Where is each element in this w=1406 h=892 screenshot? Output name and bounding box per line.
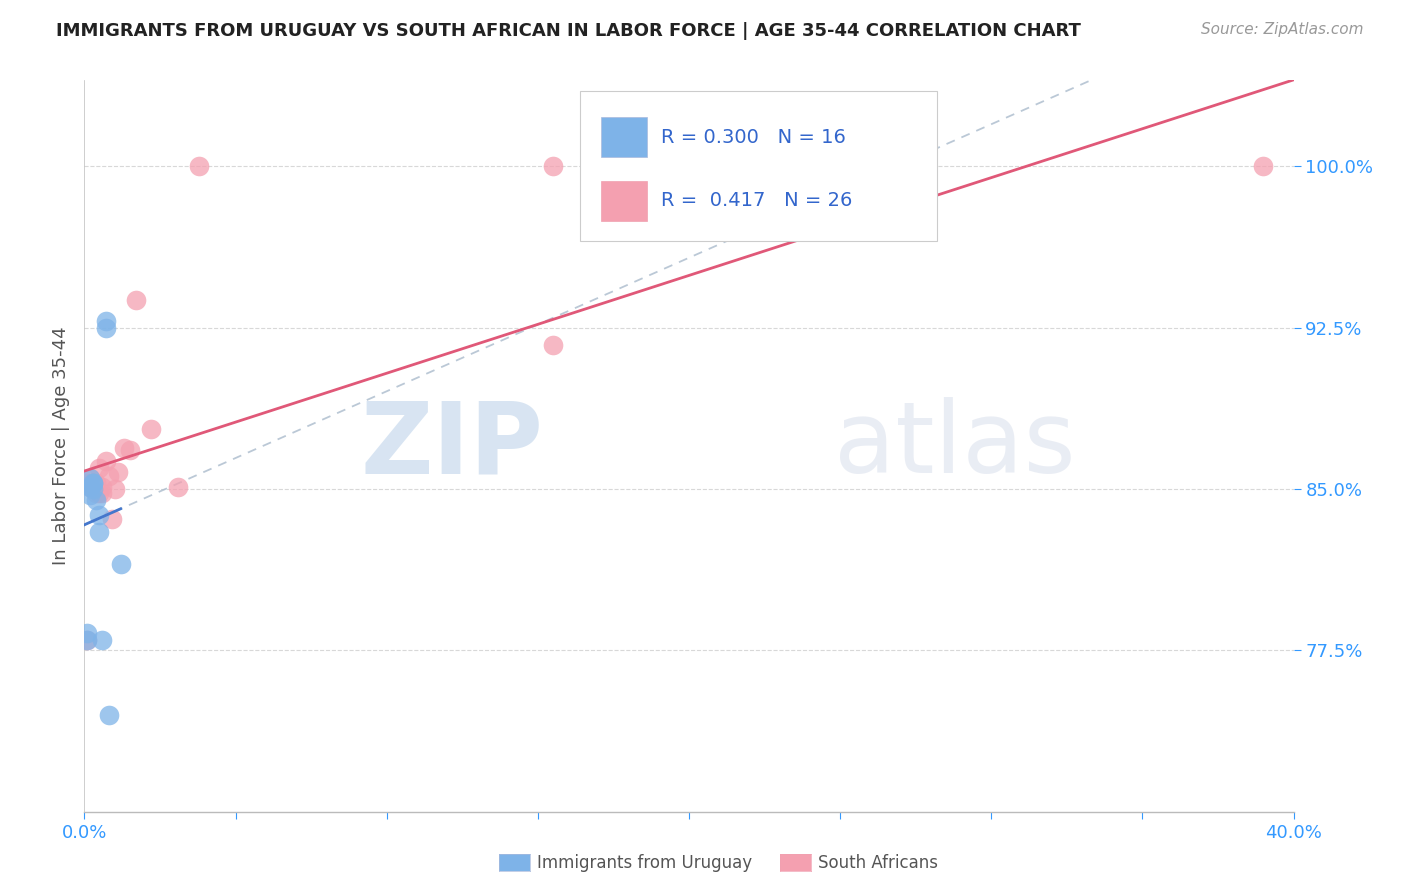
Point	[76, 632, 98, 647]
Point	[76, 632, 98, 647]
Text: Immigrants from Uruguay: Immigrants from Uruguay	[537, 854, 752, 871]
Point	[125, 293, 148, 307]
Text: South Africans: South Africans	[818, 854, 938, 871]
Point	[91, 480, 114, 494]
Point	[79, 471, 101, 485]
Point	[91, 486, 114, 500]
Point	[89, 508, 111, 522]
Point	[79, 480, 101, 494]
Text: R = 0.300   N = 16: R = 0.300 N = 16	[661, 128, 846, 147]
Y-axis label: In Labor Force | Age 35-44: In Labor Force | Age 35-44	[52, 326, 70, 566]
Text: ZIP: ZIP	[361, 398, 544, 494]
Point	[188, 159, 211, 173]
Text: R =  0.417   N = 26: R = 0.417 N = 26	[661, 192, 852, 211]
Point	[541, 159, 564, 173]
Text: atlas: atlas	[834, 398, 1076, 494]
Point	[94, 454, 117, 468]
Point	[91, 632, 114, 647]
Point	[167, 480, 190, 494]
Point	[94, 314, 117, 328]
Point	[104, 482, 127, 496]
Text: Source: ZipAtlas.com: Source: ZipAtlas.com	[1201, 22, 1364, 37]
Point	[82, 475, 104, 490]
Point	[86, 475, 108, 490]
Point	[89, 460, 111, 475]
Point	[110, 558, 132, 572]
Point	[107, 465, 129, 479]
Point	[79, 480, 101, 494]
Point	[76, 475, 98, 490]
Point	[79, 488, 101, 502]
Point	[82, 475, 104, 490]
Point	[89, 486, 111, 500]
Point	[97, 707, 120, 722]
Point	[86, 492, 108, 507]
Point	[79, 471, 101, 485]
Point	[118, 443, 141, 458]
Point	[82, 475, 104, 490]
Point	[139, 422, 162, 436]
Point	[89, 524, 111, 539]
Text: IMMIGRANTS FROM URUGUAY VS SOUTH AFRICAN IN LABOR FORCE | AGE 35-44 CORRELATION : IMMIGRANTS FROM URUGUAY VS SOUTH AFRICAN…	[56, 22, 1081, 40]
Point	[112, 441, 135, 455]
Point	[82, 482, 104, 496]
FancyBboxPatch shape	[581, 91, 936, 241]
Bar	[600, 181, 647, 221]
Point	[82, 475, 104, 490]
Point	[541, 338, 564, 352]
Point	[97, 469, 120, 483]
Bar	[600, 117, 647, 158]
Point	[76, 626, 98, 640]
Point	[1251, 159, 1274, 173]
Point	[94, 320, 117, 334]
Point	[86, 486, 108, 500]
Point	[100, 512, 122, 526]
